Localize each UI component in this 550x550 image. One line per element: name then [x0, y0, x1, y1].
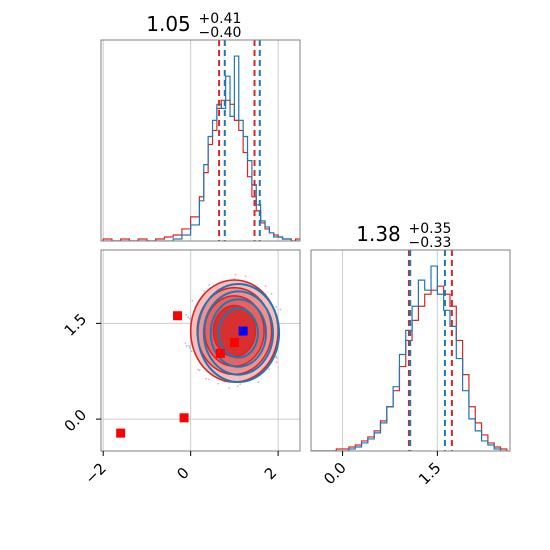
- axes-frame: [100, 39, 301, 242]
- histogram-series-blue: [103, 55, 300, 241]
- panel-title-sub: −0.40: [199, 25, 242, 41]
- sample-point: [228, 387, 231, 390]
- sample-point: [190, 350, 193, 353]
- histogram-series-red: [102, 99, 300, 241]
- red-square-marker: [173, 311, 183, 321]
- red-square-marker: [179, 413, 189, 423]
- panel-title-sup: +0.41: [199, 11, 242, 27]
- blue-contour-level: [202, 290, 274, 376]
- sample-point: [236, 385, 239, 387]
- y-tick-label: 1.5: [61, 310, 91, 340]
- panel-title-sup: +0.35: [409, 221, 452, 237]
- sample-point: [275, 357, 278, 360]
- sample-point: [234, 273, 237, 276]
- sample-point: [208, 378, 210, 381]
- blue-contour-level: [209, 298, 268, 368]
- sample-point: [185, 313, 188, 316]
- blue-contour-level: [196, 283, 281, 384]
- sample-point: [185, 345, 188, 347]
- sample-point: [244, 275, 247, 278]
- sample-point: [239, 383, 242, 386]
- sample-point: [275, 305, 278, 308]
- x-tick-label: 1.5: [415, 459, 445, 489]
- red-square-marker: [116, 428, 126, 438]
- sample-point: [184, 342, 187, 344]
- axes-frame: [100, 249, 301, 452]
- red-square-marker: [215, 348, 225, 358]
- panel-title: 1.38: [356, 222, 401, 246]
- panel-title-sub: −0.33: [409, 235, 452, 251]
- sample-point: [188, 345, 191, 347]
- x-tick-label: 0: [173, 464, 192, 483]
- sample-point: [198, 369, 201, 372]
- blue-square-marker: [238, 326, 248, 336]
- sample-point: [217, 382, 219, 385]
- histogram-series-red: [311, 285, 508, 451]
- x-tick-label: −2: [81, 459, 109, 487]
- sample-point: [264, 285, 267, 288]
- sample-point: [279, 308, 282, 311]
- sample-point: [275, 355, 278, 358]
- panel-title: 1.05: [146, 12, 191, 36]
- sample-point: [187, 316, 189, 319]
- sample-point: [197, 368, 200, 371]
- sample-point: [188, 317, 191, 320]
- axes-frame: [310, 249, 511, 452]
- sample-point: [268, 368, 271, 371]
- blue-contour-level: [217, 307, 259, 359]
- x-tick-label: 2: [261, 464, 280, 483]
- sample-point: [257, 381, 260, 384]
- histogram-series-blue: [311, 265, 507, 451]
- sample-point: [191, 299, 194, 302]
- sample-point: [208, 283, 211, 286]
- red-square-marker: [229, 338, 239, 348]
- y-tick-label: 0.0: [61, 406, 91, 436]
- sample-point: [189, 347, 191, 349]
- sample-point: [205, 377, 207, 380]
- sample-point: [203, 289, 206, 292]
- x-tick-label: 0.0: [320, 459, 350, 489]
- sample-point: [270, 292, 273, 295]
- histogram-panel-top-left: 1.05 +0.41−0.40: [100, 11, 301, 242]
- histogram-panel-bottom-right: 1.38 +0.35−0.33 0.0 1.5: [310, 221, 511, 489]
- sample-point: [275, 361, 278, 364]
- contour-panel-bottom-left: −2 0 2 0.0 1.5: [61, 249, 301, 488]
